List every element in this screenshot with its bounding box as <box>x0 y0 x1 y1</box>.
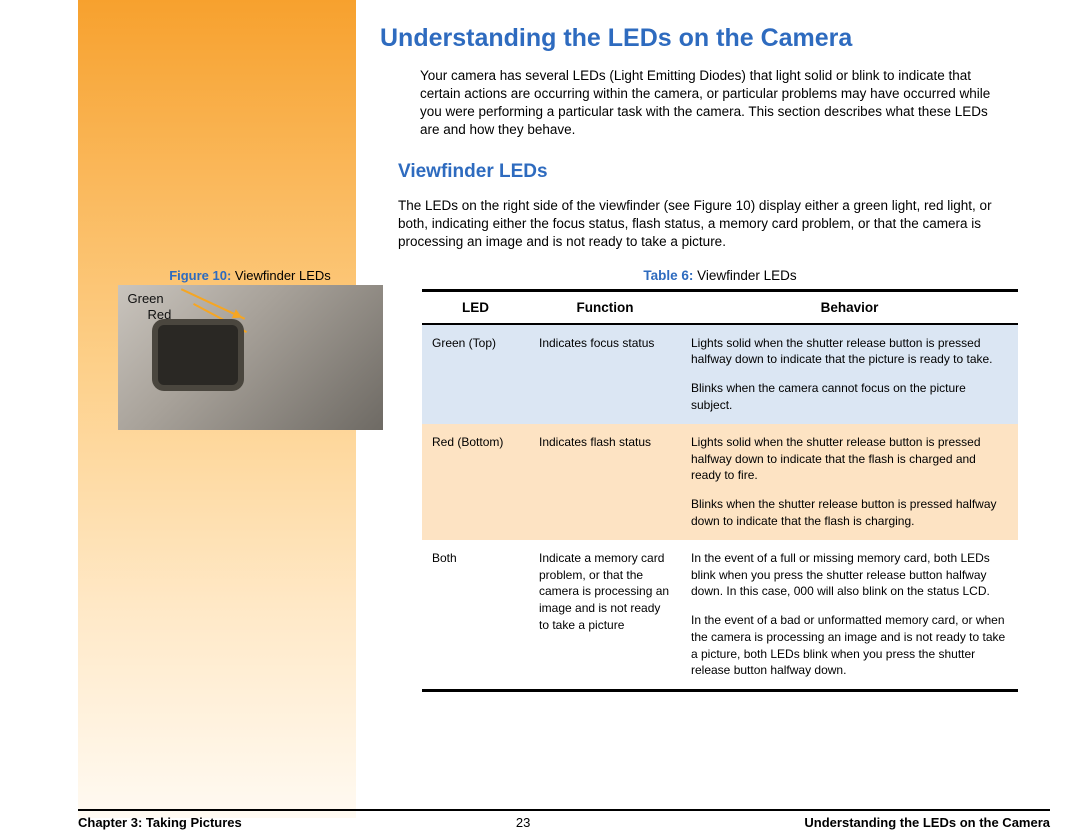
figure-block: Figure 10: Viewfinder LEDs Green Red <box>110 268 390 693</box>
page-title: Understanding the LEDs on the Camera <box>380 24 1050 53</box>
cell-led: Red (Bottom) <box>422 424 529 540</box>
table-row: Red (Bottom) Indicates flash status Ligh… <box>422 424 1018 540</box>
figure-caption: Figure 10: Viewfinder LEDs <box>110 268 390 283</box>
table-title: Viewfinder LEDs <box>693 268 796 283</box>
cell-func: Indicate a memory card problem, or that … <box>529 540 681 691</box>
figure-annot-red: Red <box>148 307 172 322</box>
cell-func: Indicates flash status <box>529 424 681 540</box>
cell-led: Green (Top) <box>422 324 529 424</box>
th-function: Function <box>529 290 681 324</box>
figure-annot-green: Green <box>128 291 164 306</box>
table-row: Both Indicate a memory card problem, or … <box>422 540 1018 691</box>
footer-left: Chapter 3: Taking Pictures <box>78 815 242 830</box>
intro-paragraph: Your camera has several LEDs (Light Emit… <box>420 67 1010 140</box>
figure-label: Figure 10: <box>169 268 231 283</box>
footer-right: Understanding the LEDs on the Camera <box>804 815 1050 830</box>
led-table: LED Function Behavior Green (Top) Indica… <box>422 289 1018 693</box>
section-paragraph: The LEDs on the right side of the viewfi… <box>398 197 1010 252</box>
table-label: Table 6: <box>643 268 693 283</box>
th-behavior: Behavior <box>681 290 1018 324</box>
figure-title: Viewfinder LEDs <box>231 268 330 283</box>
table-caption: Table 6: Viewfinder LEDs <box>422 268 1018 283</box>
page-footer: Chapter 3: Taking Pictures 23 Understand… <box>78 809 1050 830</box>
section-title: Viewfinder LEDs <box>398 161 1050 183</box>
cell-behavior: In the event of a full or missing memory… <box>681 540 1018 691</box>
footer-page-number: 23 <box>516 815 530 830</box>
cell-func: Indicates focus status <box>529 324 681 424</box>
table-row: Green (Top) Indicates focus status Light… <box>422 324 1018 424</box>
figure-image: Green Red <box>118 285 383 430</box>
cell-behavior: Lights solid when the shutter release bu… <box>681 324 1018 424</box>
cell-led: Both <box>422 540 529 691</box>
table-block: Table 6: Viewfinder LEDs LED Function Be… <box>422 268 1018 693</box>
cell-behavior: Lights solid when the shutter release bu… <box>681 424 1018 540</box>
th-led: LED <box>422 290 529 324</box>
